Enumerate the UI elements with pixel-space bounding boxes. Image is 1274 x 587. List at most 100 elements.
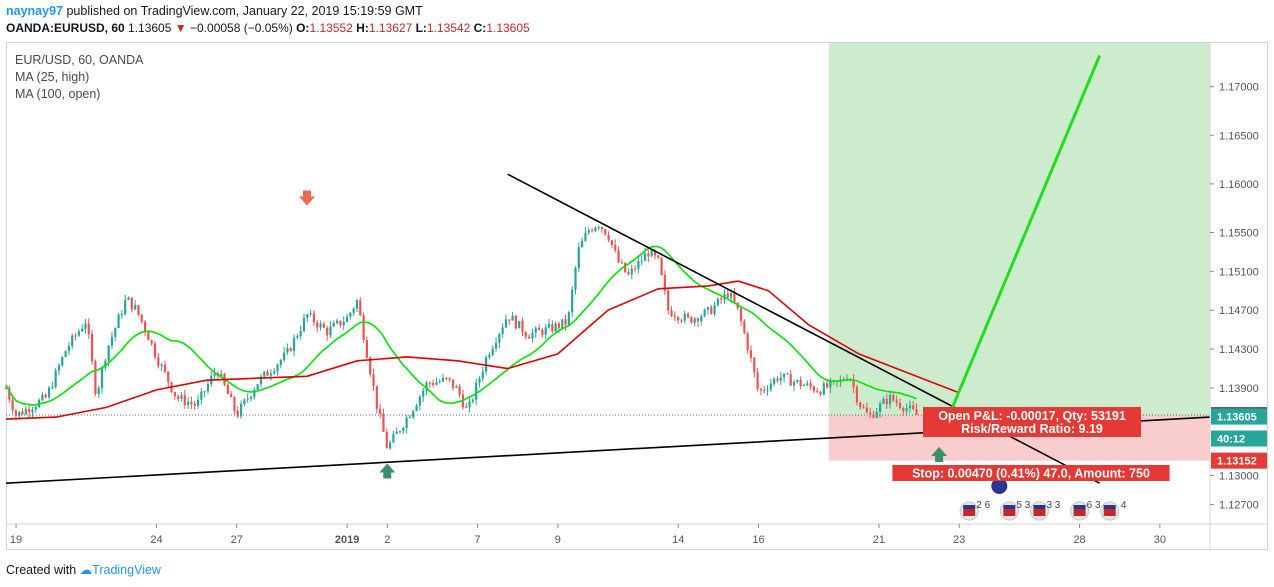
candle-body xyxy=(720,298,723,300)
countdown-badge: 40:12 xyxy=(1217,433,1245,445)
event-flag-icon: 5 3 xyxy=(999,500,1031,521)
candle-body xyxy=(885,398,888,405)
candle-body xyxy=(196,399,200,406)
candle-body xyxy=(491,348,494,355)
candle-body xyxy=(458,386,461,395)
time-tick-label: 21 xyxy=(873,534,885,546)
author-username[interactable]: naynay97 xyxy=(6,4,63,18)
legend-ma-fast[interactable]: MA (25, high) xyxy=(15,70,90,84)
created-with-label: Created with xyxy=(6,563,77,577)
candle-body xyxy=(302,317,306,331)
flag-stripe xyxy=(1033,509,1046,516)
candle-body xyxy=(504,319,508,328)
candle-body xyxy=(829,380,832,388)
candle-body xyxy=(67,346,71,352)
candle-body xyxy=(11,399,14,411)
candle-body xyxy=(81,328,84,332)
candle-body xyxy=(551,324,554,332)
candle-body xyxy=(756,372,759,389)
candle-body xyxy=(14,410,18,416)
candle-body xyxy=(422,390,425,397)
ma-fast-line xyxy=(5,245,917,406)
ma-slow-line xyxy=(5,280,960,420)
candle-body xyxy=(879,403,882,413)
candle-body xyxy=(117,314,120,329)
flag-stripe xyxy=(1073,509,1086,516)
candle-body xyxy=(650,250,653,257)
candle-body xyxy=(892,394,895,401)
candle-body xyxy=(690,317,693,323)
candle-body xyxy=(405,417,408,429)
candle-body xyxy=(332,323,335,327)
legend-title: EUR/USD, 60, OANDA xyxy=(15,53,144,67)
candle-body xyxy=(696,318,700,322)
symbol-label: OANDA:EURUSD, 60 xyxy=(6,21,125,35)
candle-body xyxy=(418,396,421,406)
last-price: 1.13605 xyxy=(128,21,172,35)
flag-canton xyxy=(1073,505,1086,509)
candle-body xyxy=(90,333,94,362)
candle-body xyxy=(180,395,183,399)
candle-body xyxy=(557,323,561,329)
candle-body xyxy=(564,319,567,325)
candle-body xyxy=(64,351,67,357)
candle-body xyxy=(769,383,772,390)
candle-body xyxy=(789,374,792,386)
candle-body xyxy=(703,309,706,317)
candle-body xyxy=(140,314,143,322)
candle-body xyxy=(600,227,604,230)
price-tick-label: 1.13900 xyxy=(1219,383,1259,395)
candle-body xyxy=(643,253,647,261)
candle-body xyxy=(776,378,779,381)
flag-stripe xyxy=(1103,509,1116,516)
candle-body xyxy=(77,331,80,336)
candle-body xyxy=(286,348,289,353)
legend-ma-slow[interactable]: MA (100, open) xyxy=(15,87,101,101)
candle-body xyxy=(369,357,372,375)
buy-arrow-2 xyxy=(931,447,948,463)
candle-body xyxy=(269,373,272,376)
ohlc-header: OANDA:EURUSD, 60 1.13605 ▼ −0.00058 (−0.… xyxy=(6,21,530,35)
candle-body xyxy=(256,384,259,390)
candle-body xyxy=(590,230,594,232)
candle-body xyxy=(782,373,786,378)
candle-body xyxy=(912,405,915,410)
candle-body xyxy=(630,268,633,275)
candle-body xyxy=(478,378,481,383)
candle-body xyxy=(802,385,806,387)
candle-body xyxy=(306,314,309,318)
tradingview-brand[interactable]: TradingView xyxy=(92,563,161,577)
candle-body xyxy=(753,357,756,373)
candle-body xyxy=(816,391,819,393)
target-projection xyxy=(947,55,1102,416)
candle-body xyxy=(137,305,140,315)
candle-body xyxy=(584,232,587,241)
candle-body xyxy=(908,405,912,409)
time-tick-label: 9 xyxy=(555,534,561,546)
candle-body xyxy=(276,364,279,372)
candle-body xyxy=(859,402,862,408)
candle-body xyxy=(475,382,478,400)
candle-body xyxy=(571,289,574,313)
candle-body xyxy=(587,230,590,233)
candle-body xyxy=(865,407,868,413)
candle-body xyxy=(127,297,130,300)
candle-body xyxy=(51,387,54,389)
candle-body xyxy=(637,261,640,270)
candle-body xyxy=(355,300,359,309)
candle-body xyxy=(316,322,319,328)
candle-body xyxy=(541,329,544,335)
candle-body xyxy=(18,411,21,416)
candle-body xyxy=(524,332,527,337)
candle-body xyxy=(617,250,620,263)
candle-body xyxy=(624,262,627,273)
candle-body xyxy=(521,320,524,333)
candle-body xyxy=(236,410,239,417)
moving-averages xyxy=(5,245,960,420)
candle-body xyxy=(647,253,650,257)
event-count: 4 xyxy=(1121,500,1127,511)
candle-body xyxy=(441,377,445,382)
candle-body xyxy=(57,365,61,371)
time-tick-label: 2019 xyxy=(335,534,359,546)
